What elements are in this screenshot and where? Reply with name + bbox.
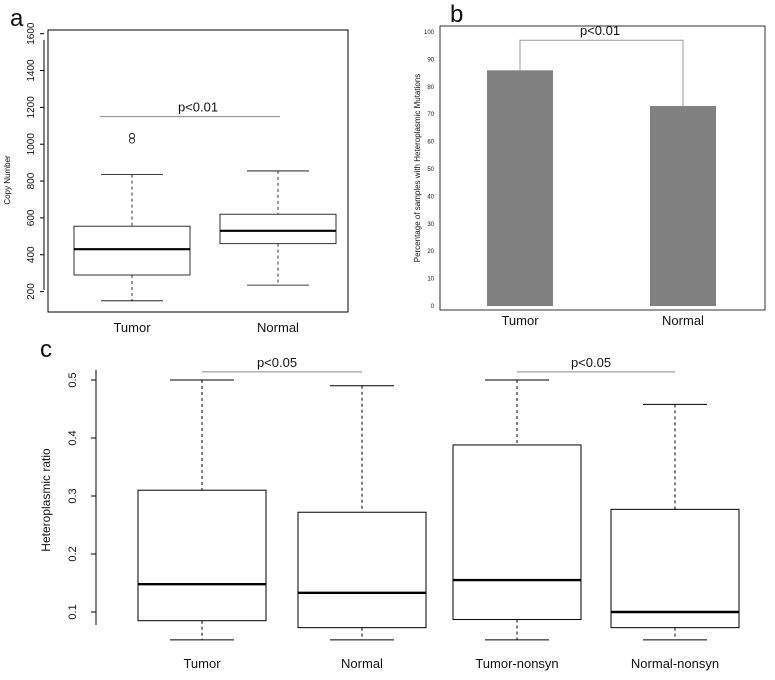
panel-a-y-tick-label: 600	[26, 209, 37, 226]
panel-c-significance-1-label: p<0.05	[257, 355, 297, 370]
panel-c-y-tick-label: 0.1	[67, 604, 79, 619]
panel-c-category-normal: Normal	[341, 656, 383, 671]
panel-a-significance-label: p<0.01	[178, 100, 218, 115]
panel-a-y-tick-label: 1200	[26, 96, 37, 119]
panel-c-y-axis-label: Heteroplasmic ratio	[39, 448, 53, 552]
panel-b-y-tick-label: 100	[424, 30, 435, 36]
panel-a-y-tick-label: 1400	[26, 59, 37, 82]
panel-a-box-normal-iqr	[219, 213, 337, 245]
panel-c-boxplot: c Heteroplasmic ratio 0.1 0.2 0.3 0.4 0.5 p<…	[39, 336, 740, 671]
panel-a-category-tumor: Tumor	[113, 320, 151, 335]
panel-b-y-tick-label: 90	[427, 57, 434, 63]
panel-b-y-tick-label: 40	[427, 194, 434, 200]
panel-a-letter: a	[10, 5, 24, 32]
panel-b-y-tick-label: 70	[427, 112, 434, 118]
panel-c-box-tumor	[137, 379, 267, 641]
panel-b-bar-tumor	[487, 70, 553, 306]
panel-a-box-tumor-outlier	[128, 137, 135, 144]
panel-c-box-normal-nonsyn-iqr	[610, 508, 740, 629]
panel-a-category-normal: Normal	[257, 320, 299, 335]
panel-b-significance-label: p<0.01	[580, 23, 620, 38]
panel-a-frame	[47, 29, 349, 313]
panel-c-box-normal	[297, 385, 427, 641]
panel-c-box-tumor-iqr	[137, 489, 267, 622]
panel-a-y-tick-label: 800	[26, 172, 37, 189]
panel-c-box-normal-iqr	[297, 511, 427, 629]
panel-c-category-tumor: Tumor	[183, 656, 221, 671]
panel-b-y-tick-label: 30	[427, 222, 434, 228]
panel-b-category-normal: Normal	[662, 313, 704, 328]
panel-a-y-tick-label: 1000	[26, 133, 37, 156]
panel-a-y-tick-label: 400	[26, 246, 37, 263]
panel-b-y-axis-label: Percentage of samples with Heteroplasmic…	[413, 74, 422, 263]
panel-c-significance-2-label: p<0.05	[571, 355, 611, 370]
panel-b-y-tick-label: 80	[427, 85, 434, 91]
panel-c-box-tumor-nonsyn	[452, 379, 582, 641]
panel-b-y-tick-label: 10	[427, 277, 434, 283]
panel-b-significance-bracket	[519, 39, 684, 106]
panel-c-box-tumor-nonsyn-iqr	[452, 444, 582, 621]
panel-b-y-tick-label: 50	[427, 167, 434, 173]
panel-b-frame	[439, 25, 766, 311]
panel-c-category-normal-nonsyn: Normal-nonsyn	[631, 656, 719, 671]
panel-b-letter: b	[450, 1, 463, 28]
panel-b-category-tumor: Tumor	[501, 313, 539, 328]
panel-b-y-tick-label: 20	[427, 249, 434, 255]
panel-c-y-tick-label: 0.3	[67, 488, 79, 503]
panel-c-y-tick-label: 0.5	[67, 372, 79, 387]
panel-a-box-tumor	[73, 132, 191, 302]
panel-a-y-tick-label: 200	[26, 283, 37, 300]
panel-a-box-normal	[219, 170, 337, 286]
panel-c-letter: c	[40, 336, 52, 363]
panel-b-y-tick-label: 0	[431, 304, 435, 310]
panel-c-category-tumor-nonsyn: Tumor-nonsyn	[475, 656, 558, 671]
panel-b-barchart: b Percentage of samples with Heteroplasm…	[413, 1, 766, 328]
panel-b-y-tick-label: 60	[427, 140, 434, 146]
panel-a-box-tumor-outlier	[128, 132, 135, 139]
panel-a-boxplot: a Copy Number 200 400 600 800 1000 1200 1400 16…	[3, 5, 349, 335]
panel-c-y-tick-label: 0.2	[67, 546, 79, 561]
panel-a-y-tick-label: 1600	[26, 22, 37, 45]
panel-a-box-tumor-iqr	[73, 225, 191, 276]
panel-c-box-normal-nonsyn	[610, 403, 740, 641]
panel-b-bar-normal	[650, 105, 716, 306]
panel-a-y-axis-label: Copy Number	[3, 155, 12, 205]
panel-c-y-tick-label: 0.4	[67, 430, 79, 445]
